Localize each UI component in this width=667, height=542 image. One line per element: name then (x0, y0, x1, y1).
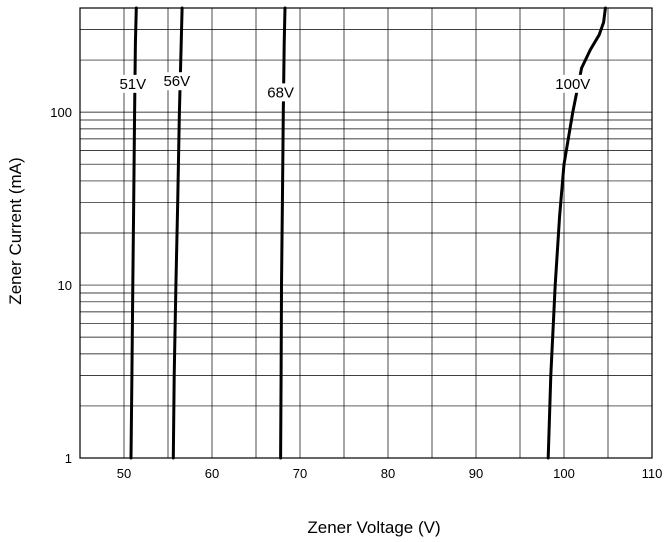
x-tick-label: 70 (293, 466, 307, 481)
y-tick-label: 100 (50, 105, 72, 120)
curve-label: 68V (267, 84, 294, 101)
x-tick-labels: 50 60 70 80 90 100 110 (117, 466, 663, 481)
grid (80, 8, 652, 458)
curve-label: 56V (163, 73, 190, 90)
x-tick-label: 110 (642, 466, 663, 481)
curve-label: 51V (119, 76, 146, 93)
plot-frame (79, 7, 653, 459)
curves (129, 6, 607, 460)
y-axis-label: Zener Current (mA) (6, 157, 25, 304)
x-tick-label: 100 (553, 466, 575, 481)
curve-51V (129, 6, 138, 460)
curve-56V (171, 6, 184, 460)
x-tick-label: 50 (117, 466, 131, 481)
x-tick-label: 60 (205, 466, 219, 481)
curve-label-bg (265, 83, 297, 102)
curve-labels: 51V 56V 68V 100V (117, 72, 593, 102)
x-tick-label: 90 (469, 466, 483, 481)
curve-68V (279, 6, 287, 460)
curve-label-bg (161, 72, 193, 91)
x-axis-label: Zener Voltage (V) (307, 518, 440, 537)
curve-100V (546, 6, 607, 460)
curve-label-bg (117, 74, 149, 93)
y-tick-label: 10 (58, 278, 72, 293)
curve-label: 100V (555, 76, 590, 93)
y-tick-label: 1 (65, 451, 72, 466)
y-tick-labels: 1 10 100 (50, 105, 72, 466)
x-tick-label: 80 (381, 466, 395, 481)
curve-label-bg (552, 74, 593, 93)
